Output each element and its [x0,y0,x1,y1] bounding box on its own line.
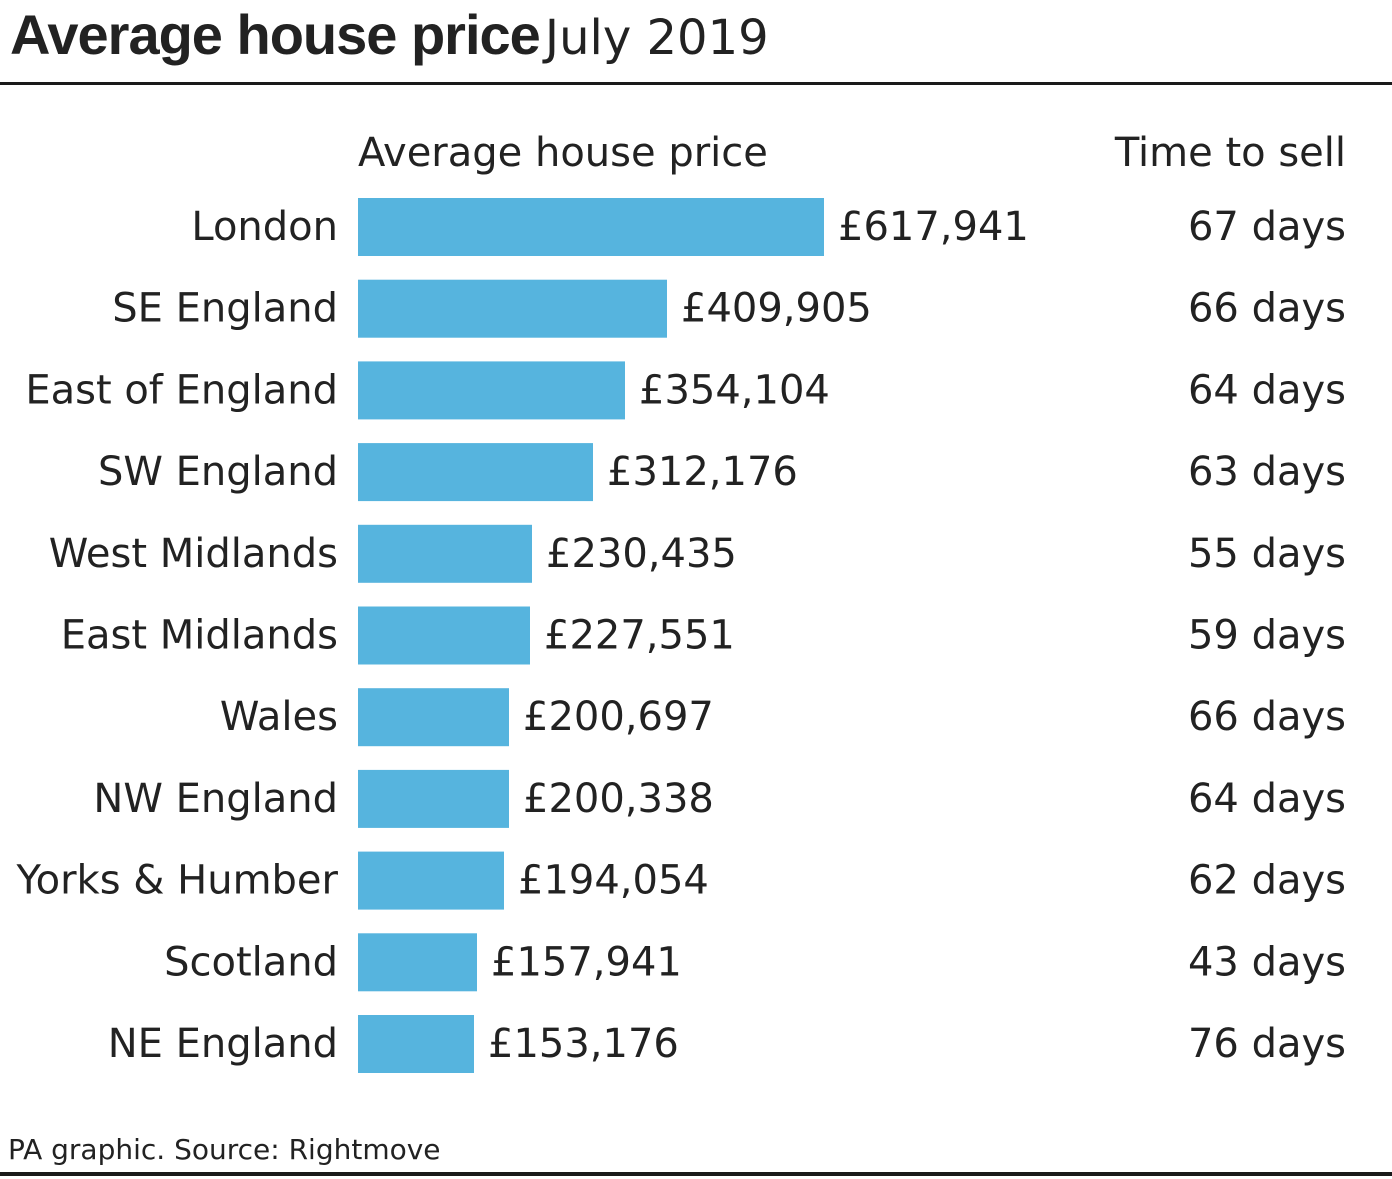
chart-row: NE England £153,176 76 days [108,1015,1346,1073]
price-bar [358,279,667,338]
time-to-sell-label: 64 days [1188,367,1346,413]
time-to-sell-label: 62 days [1188,858,1346,904]
price-value-label: £200,338 [523,776,714,822]
bottom-divider [0,1172,1392,1176]
price-bar [358,606,530,665]
time-to-sell-label: 55 days [1188,531,1346,577]
chart-rows: London £617,941 67 days SE England £409,905 6… [15,198,1346,1073]
price-value-label: £194,054 [518,858,709,904]
chart-row: London £617,941 67 days [191,198,1346,256]
category-label: SE England [112,286,338,332]
time-to-sell-label: 64 days [1188,776,1346,822]
chart-row: SW England £312,176 63 days [98,443,1346,502]
category-label: Scotland [164,939,338,985]
price-value-label: £230,435 [546,531,737,577]
price-value-label: £409,905 [681,286,872,332]
time-column-header: Time to sell [1114,130,1346,176]
price-bar [358,933,477,992]
price-value-label: £157,941 [491,939,682,985]
price-bar [358,688,509,747]
category-label: London [191,204,338,250]
chart-row: SE England £409,905 66 days [112,279,1346,338]
price-bar [358,443,593,502]
chart-title: Average house price July 2019 [10,0,769,70]
time-to-sell-label: 76 days [1188,1021,1346,1067]
top-divider [0,82,1392,85]
price-value-label: £200,697 [523,694,714,740]
chart-row: East Midlands £227,551 59 days [61,606,1346,665]
price-bar [358,361,625,420]
category-label: NE England [108,1021,338,1067]
time-to-sell-label: 66 days [1188,286,1346,332]
chart-row: West Midlands £230,435 55 days [49,524,1346,583]
price-bar [358,851,504,910]
price-bar [358,198,824,256]
chart-row: Wales £200,697 66 days [220,688,1346,747]
chart-row: East of England £354,104 64 days [25,361,1346,420]
chart-row: Yorks & Humber £194,054 62 days [15,851,1346,910]
price-value-label: £153,176 [488,1021,679,1067]
time-to-sell-label: 43 days [1188,939,1346,985]
price-bar [358,769,509,828]
chart-row: Scotland £157,941 43 days [164,933,1346,992]
price-value-label: £617,941 [838,204,1029,250]
price-bar [358,1015,474,1073]
category-label: West Midlands [49,531,338,577]
category-label: East Midlands [61,613,338,659]
price-bar [358,524,532,583]
price-value-label: £312,176 [607,449,798,495]
price-value-label: £354,104 [639,367,830,413]
category-label: SW England [98,449,338,495]
source-note: PA graphic. Source: Rightmove [8,1133,441,1166]
category-label: Wales [220,694,338,740]
category-label: East of England [25,367,338,413]
title-date: July 2019 [544,10,769,66]
category-label: NW England [93,776,338,822]
time-to-sell-label: 67 days [1188,204,1346,250]
time-to-sell-label: 59 days [1188,613,1346,659]
chart-row: NW England £200,338 64 days [93,769,1346,828]
title-main: Average house price [10,3,541,66]
price-column-header: Average house price [358,130,768,176]
category-label: Yorks & Humber [15,858,338,904]
time-to-sell-label: 66 days [1188,694,1346,740]
price-value-label: £227,551 [544,613,735,659]
time-to-sell-label: 63 days [1188,449,1346,495]
